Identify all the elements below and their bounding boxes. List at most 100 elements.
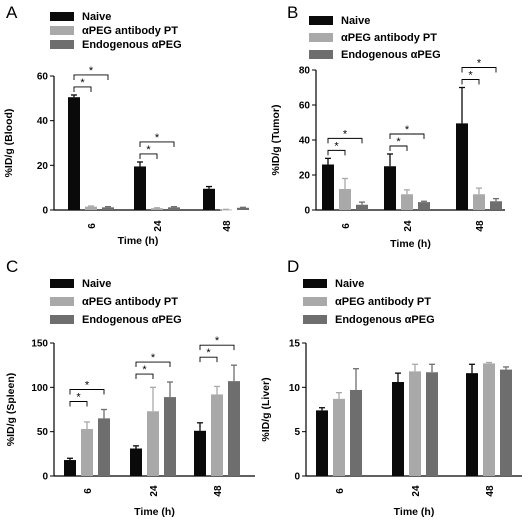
legend-swatch-a-1 (50, 26, 74, 35)
x-tick-label-a-1: 24 (153, 220, 164, 232)
sig-bracket-b-1 (327, 137, 363, 144)
sig-star-c-0: * (76, 392, 81, 404)
legend-swatch-c-0 (50, 279, 74, 288)
sig-bracket-c-4 (199, 356, 218, 363)
x-tick-label-d-1: 24 (411, 485, 422, 497)
legend-swatch-b-1 (309, 33, 333, 42)
bar-b-1-2 (473, 194, 485, 210)
y-tick-label-b-1: 20 (299, 171, 311, 182)
bar-b-1-1 (401, 194, 413, 210)
bar-a-2-1 (168, 207, 180, 210)
y-axis-label-a: %ID/g (Blood) (3, 109, 15, 178)
sig-star-c-1: * (85, 380, 90, 392)
sig-star-a-1: * (89, 65, 94, 77)
sig-star-b-0: * (334, 140, 339, 152)
x-axis-label-a: Time (h) (118, 235, 159, 247)
bar-c-1-0 (81, 429, 93, 476)
legend-label-c-1: αPEG antibody PT (82, 296, 178, 308)
bar-c-2-0 (98, 418, 110, 476)
legend-label-a-2: Endogenous αPEG (82, 39, 182, 51)
y-tick-label-c-2: 100 (31, 383, 48, 394)
panel-letter-a: A (6, 3, 18, 22)
bar-d-0-1 (392, 382, 404, 476)
legend-label-c-0: Naive (82, 278, 111, 290)
bar-a-1-0 (85, 206, 97, 210)
sig-bracket-b-4 (461, 79, 480, 85)
legend-label-c-2: Endogenous αPEG (82, 314, 182, 326)
bar-b-0-0 (322, 164, 334, 210)
y-tick-label-c-0: 0 (42, 472, 48, 483)
y-axis-label-b: %ID/g (Tumor) (270, 105, 282, 176)
bar-b-2-1 (418, 202, 430, 210)
panel-letter-c: C (6, 257, 18, 276)
sig-star-a-3: * (155, 132, 160, 144)
y-tick-label-b-2: 40 (299, 136, 311, 147)
sig-bracket-c-3 (135, 361, 171, 368)
bar-b-2-2 (490, 201, 502, 210)
bar-d-2-1 (426, 372, 438, 476)
sig-bracket-a-2 (139, 153, 158, 159)
sig-star-a-2: * (146, 144, 151, 156)
sig-star-a-0: * (80, 77, 85, 89)
x-tick-label-d-2: 48 (485, 485, 496, 497)
sig-star-c-5: * (215, 335, 220, 347)
bar-c-0-2 (194, 430, 206, 476)
bar-c-2-1 (164, 397, 176, 476)
legend-swatch-c-1 (50, 297, 74, 306)
y-tick-label-b-4: 80 (299, 66, 311, 77)
x-tick-label-d-0: 6 (335, 488, 346, 494)
panel-letter-b: B (287, 3, 298, 22)
sig-bracket-b-0 (327, 149, 346, 156)
bar-a-0-1 (134, 166, 146, 210)
bar-d-1-2 (483, 363, 495, 476)
sig-bracket-c-5 (199, 344, 235, 351)
sig-bracket-b-5 (461, 67, 497, 73)
bar-a-0-2 (203, 188, 215, 210)
legend-swatch-d-0 (303, 279, 327, 288)
y-tick-label-d-1: 5 (294, 427, 300, 438)
y-tick-label-a-0: 0 (42, 206, 48, 217)
y-tick-label-a-2: 40 (37, 116, 49, 127)
x-tick-label-c-2: 48 (213, 485, 224, 497)
bar-d-0-2 (466, 373, 478, 476)
bar-b-2-0 (356, 204, 368, 210)
x-tick-label-a-2: 48 (222, 220, 233, 232)
legend-swatch-a-2 (50, 40, 74, 49)
x-axis-label-d: Time (h) (394, 506, 435, 518)
legend-swatch-c-2 (50, 315, 74, 324)
legend-swatch-d-2 (303, 315, 327, 324)
sig-bracket-b-3 (389, 133, 425, 139)
x-tick-label-c-1: 24 (149, 485, 160, 497)
y-tick-label-d-0: 0 (294, 472, 300, 483)
bar-d-1-1 (409, 371, 421, 476)
sig-star-b-2: * (396, 136, 401, 148)
y-tick-label-a-3: 60 (37, 72, 49, 83)
x-axis-label-c: Time (h) (134, 506, 175, 518)
y-tick-label-c-3: 150 (31, 339, 48, 350)
legend-label-a-1: αPEG antibody PT (82, 25, 178, 37)
y-tick-label-d-2: 10 (289, 383, 301, 394)
sig-bracket-c-0 (69, 401, 88, 407)
x-tick-label-b-1: 24 (403, 220, 414, 232)
bar-d-0-0 (316, 410, 328, 476)
bar-a-2-0 (102, 207, 114, 210)
legend-label-d-2: Endogenous αPEG (335, 314, 435, 326)
sig-star-c-3: * (151, 352, 156, 364)
legend-label-b-0: Naive (341, 15, 370, 27)
bar-c-2-2 (228, 381, 240, 476)
sig-star-c-2: * (142, 364, 147, 376)
bar-a-0-0 (68, 97, 80, 210)
y-tick-label-a-1: 20 (37, 161, 49, 172)
x-tick-label-c-0: 6 (83, 488, 94, 494)
bar-d-2-2 (500, 369, 512, 476)
bar-a-1-1 (151, 208, 163, 210)
sig-star-b-4: * (468, 70, 473, 82)
bar-d-2-0 (350, 389, 362, 476)
sig-bracket-a-3 (139, 141, 175, 147)
sig-bracket-a-0 (73, 86, 92, 92)
y-tick-label-b-0: 0 (304, 206, 310, 217)
legend-label-d-1: αPEG antibody PT (335, 296, 431, 308)
legend-label-d-0: Naive (335, 278, 364, 290)
bar-b-0-2 (456, 123, 468, 210)
